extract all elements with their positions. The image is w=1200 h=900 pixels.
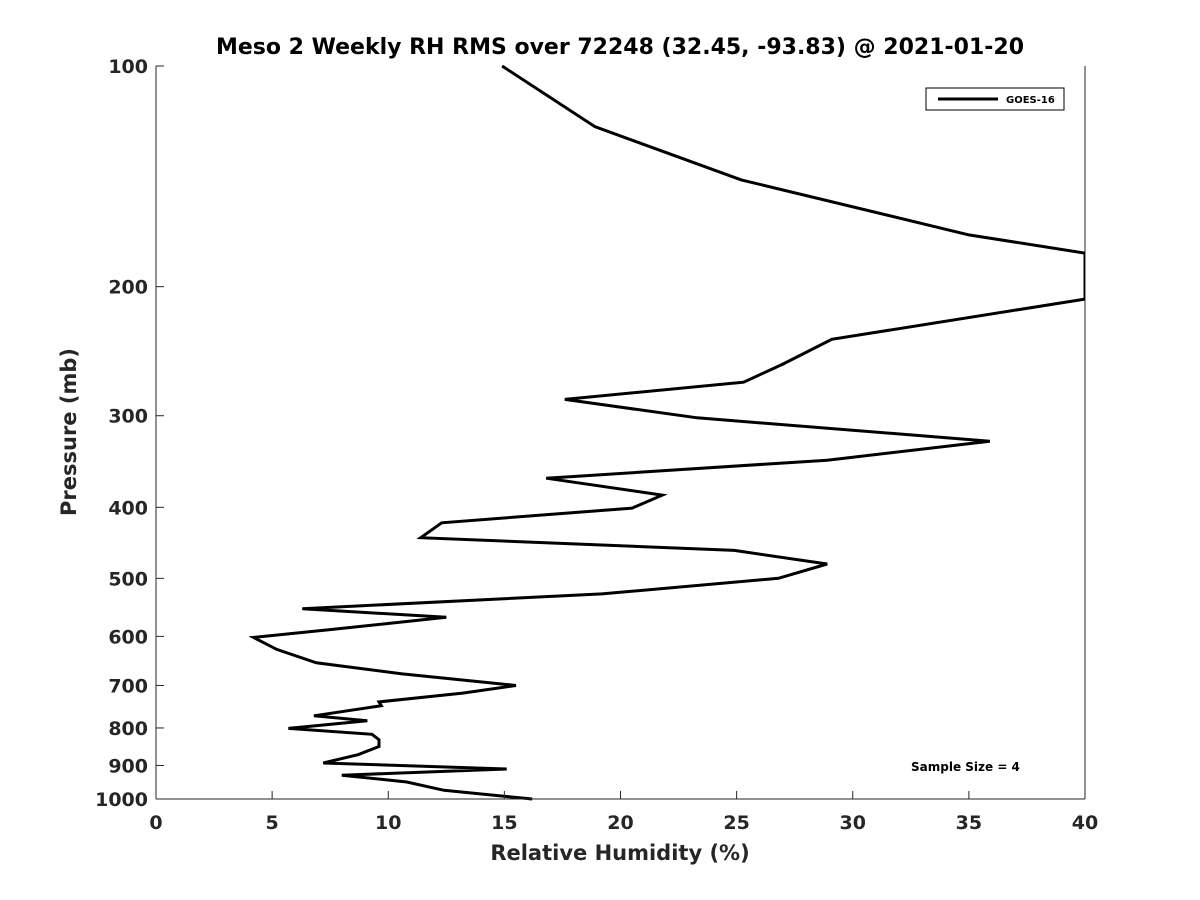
y-tick-label: 700 [108,675,148,697]
legend-label-goes-16: GOES-16 [1006,95,1055,106]
y-tick-label: 800 [108,718,148,740]
y-axis-label: Pressure (mb) [57,348,81,516]
x-tick-label: 10 [375,812,401,834]
x-tick-label: 40 [1072,812,1098,834]
x-tick-label: 20 [607,812,633,834]
chart-title: Meso 2 Weekly RH RMS over 72248 (32.45, … [216,35,1024,60]
sample-size-annotation: Sample Size = 4 [911,760,1020,774]
x-axis-label: Relative Humidity (%) [490,841,749,865]
y-axis: 100 200 300 400 500 600 700 800 900 1000 [95,56,164,811]
x-tick-label: 35 [956,812,982,834]
y-tick-label: 1000 [95,789,148,811]
x-axis: 0 5 10 15 20 25 30 35 40 [149,791,1098,834]
y-tick-label: 400 [108,497,148,519]
x-tick-label: 0 [149,812,162,834]
legend: GOES-16 [925,87,1065,111]
x-tick-label: 5 [266,812,279,834]
y-tick-label: 200 [108,277,148,299]
y-tick-label: 900 [108,755,148,777]
y-tick-label: 500 [108,568,148,590]
y-tick-label: 600 [108,626,148,648]
x-tick-label: 15 [491,812,517,834]
y-tick-label: 100 [108,56,148,78]
x-tick-label: 30 [840,812,866,834]
x-tick-label: 25 [723,812,749,834]
y-tick-label: 300 [108,406,148,428]
series-line-goes-16 [248,64,1085,801]
plot-area [248,64,1086,801]
